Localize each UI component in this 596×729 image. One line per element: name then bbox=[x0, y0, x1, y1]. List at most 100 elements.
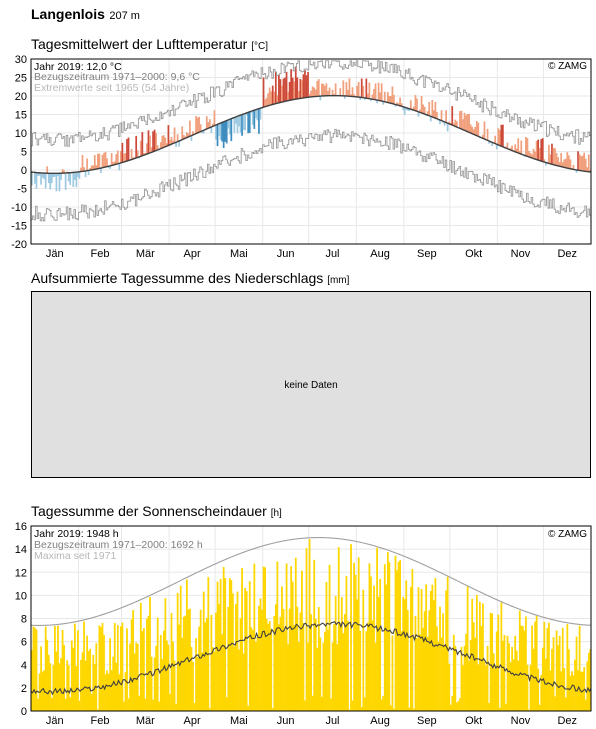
sunshine-day-bar bbox=[201, 652, 204, 711]
temperature-day-bar bbox=[343, 95, 346, 99]
sunshine-day-bar bbox=[511, 646, 514, 711]
temperature-frame bbox=[30, 58, 592, 245]
sunshine-day-bar bbox=[350, 544, 352, 711]
sunshine-day-bar bbox=[208, 708, 211, 711]
sunshine-unit: [h] bbox=[270, 508, 282, 519]
temperature-day-bar bbox=[432, 110, 435, 118]
temperature-day-bar bbox=[564, 158, 567, 168]
temperature-day-bar bbox=[136, 150, 139, 158]
sunshine-day-bar bbox=[222, 567, 225, 711]
precipitation-title: Aufsummierte Tagessumme des Niederschlag… bbox=[31, 270, 349, 286]
temperature-day-bar bbox=[419, 109, 421, 113]
temperature-day-bar bbox=[416, 98, 418, 111]
sunshine-day-bar bbox=[213, 651, 216, 711]
temperature-day-bar bbox=[554, 148, 556, 165]
temperature-day-bar bbox=[452, 123, 455, 126]
temperature-day-bar bbox=[40, 172, 42, 185]
temperature-day-bar bbox=[54, 173, 56, 177]
temperature-day-bar bbox=[402, 106, 405, 111]
sunshine-day-bar bbox=[459, 698, 461, 711]
sunshine-day-bar bbox=[429, 591, 432, 711]
temperature-day-bar bbox=[282, 78, 285, 102]
sunshine-day-bar bbox=[422, 627, 425, 711]
sunshine-day-bar bbox=[343, 614, 346, 711]
sunshine-day-bar bbox=[167, 644, 170, 711]
temperature-day-bar bbox=[166, 143, 168, 147]
temperature-day-bar bbox=[135, 135, 138, 159]
temperature-day-bar bbox=[351, 87, 354, 97]
sunshine-day-bar bbox=[403, 599, 406, 711]
sunshine-y-tick: 10 bbox=[15, 590, 27, 602]
sunshine-day-bar bbox=[265, 618, 268, 711]
temperature-day-bar bbox=[368, 82, 371, 99]
sunshine-day-bar bbox=[498, 707, 501, 711]
sunshine-day-bar bbox=[189, 608, 191, 711]
sunshine-copyright: © ZAMG bbox=[548, 529, 587, 540]
temperature-day-bar bbox=[262, 77, 265, 108]
temperature-day-bar bbox=[363, 97, 366, 100]
sunshine-day-bar bbox=[141, 631, 144, 711]
temperature-day-bar bbox=[357, 81, 360, 98]
sunshine-day-bar bbox=[54, 625, 56, 711]
temperature-day-bar bbox=[348, 78, 351, 97]
temperature-day-bar bbox=[465, 115, 467, 131]
sunshine-day-bar bbox=[80, 659, 82, 711]
sunshine-day-bar bbox=[557, 645, 560, 711]
sunshine-day-bar bbox=[285, 563, 288, 711]
sunshine-day-bar bbox=[89, 648, 92, 711]
sunshine-day-bar bbox=[259, 598, 262, 711]
temperature-y-tick: -5 bbox=[17, 184, 27, 196]
temperature-day-bar bbox=[57, 173, 59, 177]
temperature-day-bar bbox=[345, 82, 348, 96]
sunshine-day-bar bbox=[577, 670, 579, 711]
temperature-day-bar bbox=[162, 135, 165, 148]
temperature-day-bar bbox=[60, 173, 62, 180]
temperature-day-bar bbox=[196, 117, 199, 134]
temperature-day-bar bbox=[578, 154, 581, 171]
temperature-day-bar bbox=[47, 173, 50, 184]
temperature-day-bar bbox=[411, 108, 414, 110]
sunshine-day-bar bbox=[359, 630, 362, 711]
temperature-day-bar bbox=[380, 83, 383, 101]
sunshine-day-bar bbox=[239, 618, 242, 711]
sunshine-day-bar bbox=[219, 578, 222, 711]
temperature-day-bar bbox=[73, 172, 76, 180]
temperature-day-bar bbox=[187, 133, 190, 138]
temperature-day-bar bbox=[83, 167, 85, 172]
temperature-day-bar bbox=[150, 147, 153, 153]
temperature-day-bar bbox=[413, 106, 415, 110]
temperature-day-bar bbox=[86, 158, 88, 171]
sunshine-day-bar bbox=[353, 562, 355, 711]
sunshine-day-bar bbox=[505, 703, 507, 711]
sunshine-day-bar bbox=[314, 619, 317, 711]
sunshine-x-tick: Nov bbox=[511, 715, 531, 727]
sunshine-day-bar bbox=[313, 559, 316, 711]
temperature-day-bar bbox=[118, 163, 121, 171]
temperature-day-bar bbox=[202, 130, 205, 134]
temperature-day-bar bbox=[198, 116, 200, 133]
sunshine-day-bar bbox=[159, 635, 162, 711]
sunshine-day-bar bbox=[379, 578, 382, 711]
temperature-day-bar bbox=[325, 83, 328, 96]
temperature-day-bar bbox=[334, 83, 337, 96]
temperature-day-bar bbox=[55, 173, 58, 192]
temperature-day-bar bbox=[265, 97, 268, 107]
sunshine-day-bar bbox=[531, 625, 533, 711]
sunshine-day-bar bbox=[500, 602, 503, 711]
sunshine-day-bar bbox=[155, 645, 158, 711]
temperature-day-bar bbox=[109, 166, 111, 169]
sunshine-day-bar bbox=[235, 604, 237, 711]
sunshine-day-bar bbox=[270, 629, 273, 711]
temperature-day-bar bbox=[233, 117, 236, 133]
temperature-day-bar bbox=[531, 154, 533, 158]
temperature-day-bar bbox=[555, 153, 558, 166]
temperature-day-bar bbox=[543, 159, 546, 162]
sunshine-day-bar bbox=[451, 696, 454, 711]
temperature-legend-ref: Bezugszeitraum 1971–2000: 9,6 °C bbox=[34, 71, 200, 83]
sunshine-day-bar bbox=[396, 570, 398, 711]
temperature-day-bar bbox=[339, 88, 342, 96]
sunshine-day-bar bbox=[320, 696, 323, 711]
sunshine-x-tick: Jul bbox=[325, 715, 339, 727]
sunshine-day-bar bbox=[70, 640, 73, 711]
temperature-day-bar bbox=[284, 77, 286, 102]
